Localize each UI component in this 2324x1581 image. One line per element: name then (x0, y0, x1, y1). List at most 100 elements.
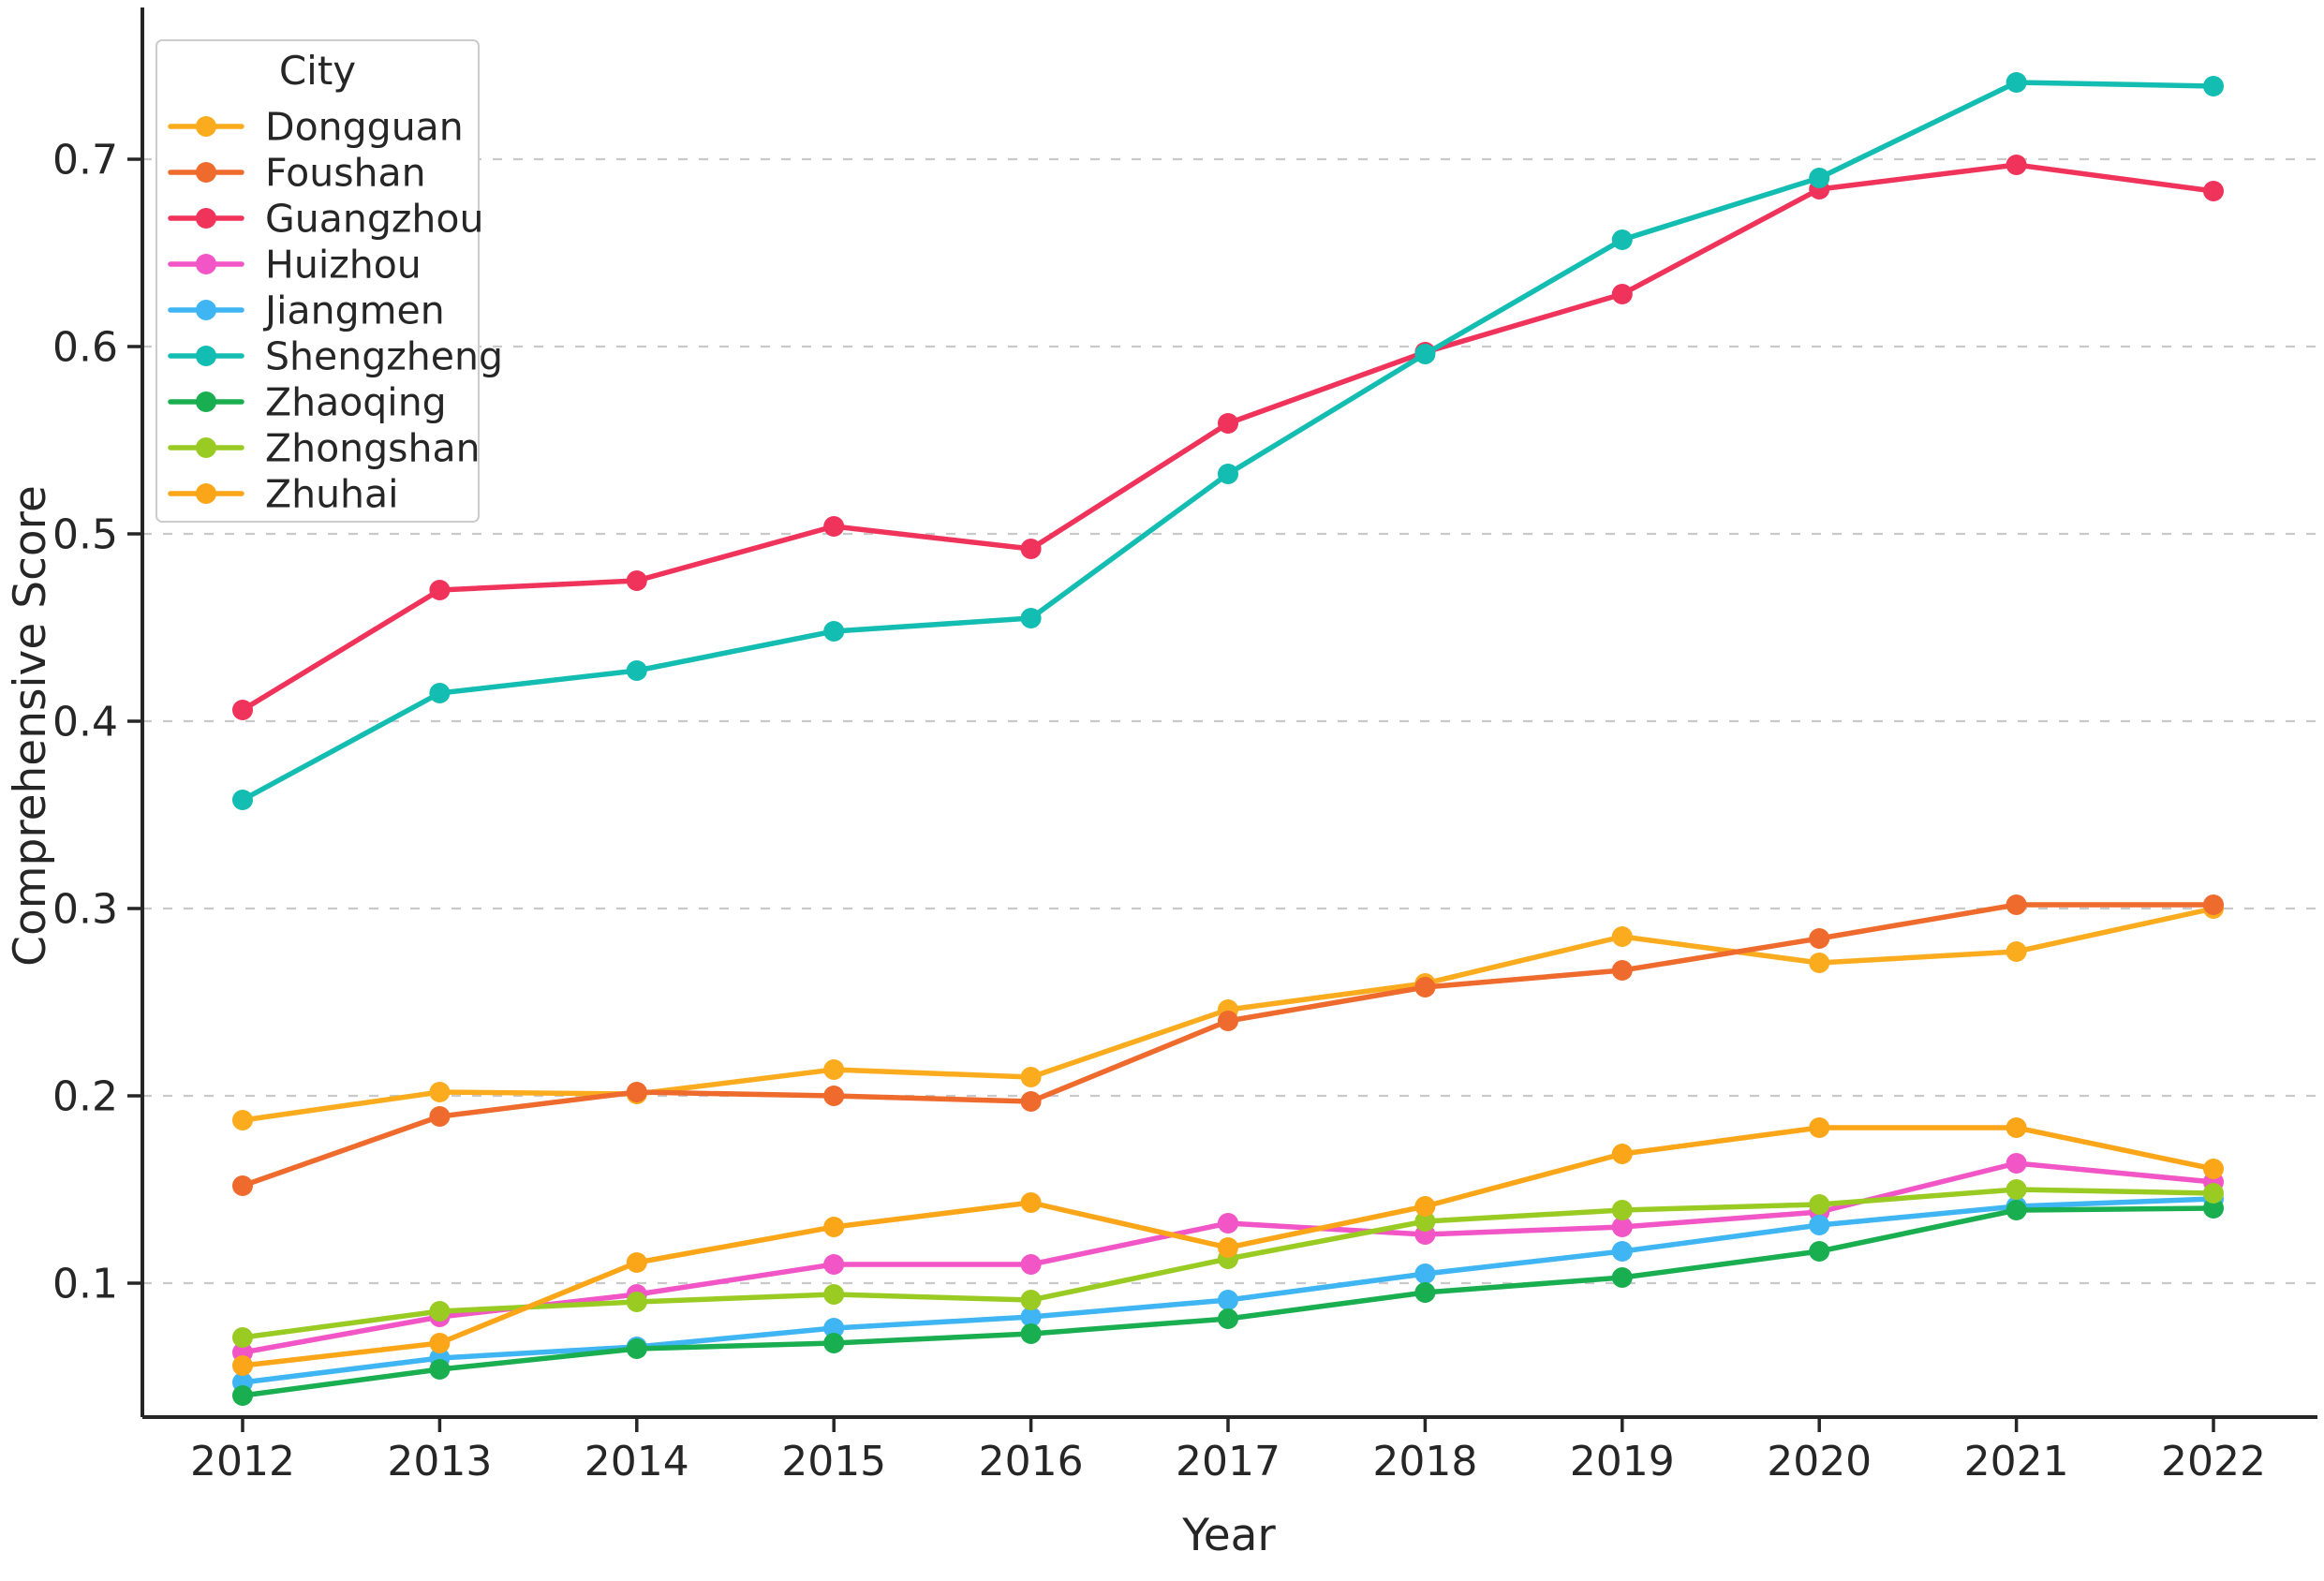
legend-item-zhuhai: Zhuhai (168, 471, 399, 516)
data-point-dongguan-2020 (1809, 953, 1830, 973)
data-point-foushan-2014 (626, 1082, 647, 1102)
x-tick-label: 2022 (2161, 1438, 2266, 1485)
x-tick-label: 2019 (1570, 1438, 1675, 1485)
legend-item-zhaoqing: Zhaoqing (168, 379, 447, 424)
data-point-zhaoqing-2013 (429, 1359, 451, 1380)
x-tick-label: 2012 (190, 1438, 295, 1485)
data-point-zhongshan-2013 (429, 1301, 451, 1322)
legend-item-zhongshan: Zhongshan (168, 425, 481, 470)
y-axis-title: Comprehensive Score (5, 485, 56, 967)
data-point-huizhou-2019 (1611, 1217, 1633, 1237)
data-point-jiangmen-2018 (1414, 1263, 1436, 1284)
data-point-dongguan-2013 (429, 1082, 451, 1102)
x-axis-ticks: 2012 2013 2014 2015 2016 2017 2018 2019 2020 2021… (190, 1417, 2266, 1485)
data-point-foushan-2013 (429, 1106, 451, 1127)
data-point-zhaoqing-2021 (2006, 1200, 2027, 1220)
data-point-huizhou-2016 (1020, 1254, 1042, 1275)
legend-marker-dot (196, 116, 216, 137)
data-point-zhongshan-2019 (1611, 1200, 1633, 1220)
data-point-zhuhai-2021 (2006, 1117, 2027, 1138)
y-tick-label: 0.6 (52, 323, 118, 371)
data-point-foushan-2022 (2203, 894, 2224, 915)
axes (141, 7, 2317, 1419)
legend-label: Zhuhai (265, 471, 399, 516)
legend-label: Foushan (265, 150, 426, 195)
y-tick-label: 0.4 (52, 698, 118, 746)
legend-marker-dot (196, 392, 216, 412)
data-point-dongguan-2021 (2006, 941, 2027, 962)
data-point-zhongshan-2020 (1809, 1194, 1830, 1215)
data-point-zhuhai-2015 (823, 1217, 845, 1237)
series-line-shengzheng (240, 80, 2216, 803)
data-point-guangzhou-2019 (1611, 284, 1633, 304)
data-point-shengzheng-2014 (626, 660, 647, 681)
data-point-dongguan-2019 (1611, 926, 1633, 947)
legend-item-jiangmen: Jiangmen (168, 288, 445, 332)
data-point-zhaoqing-2015 (823, 1333, 845, 1353)
data-point-guangzhou-2014 (626, 570, 647, 591)
data-point-dongguan-2012 (232, 1110, 253, 1130)
legend-label: Jiangmen (262, 288, 445, 332)
data-point-dongguan-2016 (1020, 1067, 1042, 1087)
legend: City DongguanFoushanGuangzhouHuizhouJiang… (155, 39, 503, 523)
data-point-huizhou-2017 (1218, 1213, 1238, 1234)
data-point-dongguan-2015 (823, 1059, 845, 1080)
data-point-zhaoqing-2019 (1611, 1267, 1633, 1288)
y-tick-label: 0.5 (52, 510, 118, 558)
x-tick-label: 2016 (979, 1438, 1084, 1485)
data-point-jiangmen-2019 (1611, 1241, 1633, 1262)
data-point-zhaoqing-2018 (1414, 1282, 1436, 1303)
data-point-guangzhou-2021 (2006, 155, 2027, 175)
legend-item-foushan: Foushan (168, 150, 426, 195)
data-point-shengzheng-2019 (1611, 229, 1633, 250)
data-point-zhaoqing-2014 (626, 1338, 647, 1359)
legend-label: Dongguan (265, 104, 464, 149)
data-point-foushan-2019 (1611, 960, 1633, 981)
legend-marker-dot (196, 437, 216, 458)
data-point-zhongshan-2018 (1414, 1211, 1436, 1232)
x-tick-label: 2018 (1372, 1438, 1477, 1485)
data-point-guangzhou-2022 (2203, 181, 2224, 201)
legend-title: City (279, 48, 356, 94)
data-point-guangzhou-2016 (1020, 539, 1042, 559)
data-point-foushan-2018 (1414, 977, 1436, 997)
data-point-foushan-2021 (2006, 894, 2027, 915)
legend-marker-dot (196, 483, 216, 504)
data-point-zhuhai-2013 (429, 1333, 451, 1353)
data-point-zhuhai-2014 (626, 1252, 647, 1273)
data-point-shengzheng-2015 (823, 621, 845, 642)
legend-item-huizhou: Huizhou (168, 242, 422, 287)
y-axis-ticks: 0.1 0.2 0.3 0.4 0.5 0.6 0.7 (52, 136, 142, 1308)
x-tick-label: 2014 (585, 1438, 689, 1485)
data-point-zhuhai-2020 (1809, 1117, 1830, 1138)
data-point-shengzheng-2013 (429, 683, 451, 703)
x-tick-label: 2020 (1767, 1438, 1872, 1485)
data-point-shengzheng-2012 (232, 790, 253, 810)
legend-item-guangzhou: Guangzhou (168, 196, 483, 241)
data-point-foushan-2016 (1020, 1091, 1042, 1112)
y-tick-label: 0.7 (52, 136, 118, 184)
data-point-jiangmen-2015 (823, 1318, 845, 1338)
series-lines (232, 72, 2224, 1406)
series-shengzheng (232, 72, 2224, 810)
data-point-shengzheng-2018 (1414, 344, 1436, 364)
data-point-guangzhou-2013 (429, 580, 451, 600)
legend-label: Shengzheng (265, 333, 503, 378)
data-point-foushan-2017 (1218, 1011, 1238, 1031)
series-zhongshan (232, 1179, 2224, 1348)
legend-marker-dot (196, 208, 216, 229)
data-point-zhaoqing-2022 (2203, 1198, 2224, 1219)
data-point-zhuhai-2018 (1414, 1196, 1436, 1217)
y-tick-label: 0.1 (52, 1260, 118, 1308)
data-point-huizhou-2015 (823, 1254, 845, 1275)
series-zhaoqing (232, 1198, 2224, 1406)
data-point-zhaoqing-2020 (1809, 1241, 1830, 1262)
x-tick-label: 2013 (387, 1438, 492, 1485)
data-point-huizhou-2021 (2006, 1153, 2027, 1174)
x-tick-label: 2021 (1964, 1438, 2069, 1485)
legend-label: Zhaoqing (265, 379, 447, 424)
data-point-zhaoqing-2012 (232, 1385, 253, 1406)
data-point-jiangmen-2016 (1020, 1307, 1042, 1327)
data-point-foushan-2015 (823, 1086, 845, 1106)
